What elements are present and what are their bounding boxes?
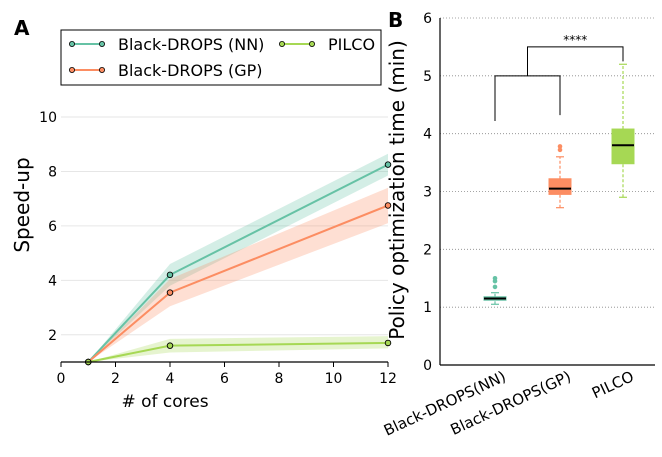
y-tick-label: 5 (423, 69, 432, 85)
legend-marker (69, 67, 76, 74)
outlier-point (557, 147, 563, 153)
y-tick-label: 4 (423, 127, 432, 143)
y-tick-label: 0 (423, 358, 432, 374)
policy-time-chart: 0123456****Black-DROPS(NN)Black-DROPS(GP… (381, 11, 655, 440)
x-tick-label: 0 (57, 371, 66, 387)
x-tick-label: 12 (379, 371, 397, 387)
x-tick-label: PILCO (589, 367, 637, 402)
y-tick-label: 6 (423, 11, 432, 27)
y-tick-label: 10 (39, 110, 57, 126)
legend-marker (308, 41, 315, 48)
data-point (166, 271, 174, 279)
legend: Black-DROPS (NN) Black-DROPS (GP) PILCO (60, 29, 382, 86)
legend-marker (69, 41, 76, 48)
box (548, 178, 572, 195)
confidence-band (88, 187, 388, 362)
y-tick-label: 2 (48, 328, 57, 344)
data-point (384, 161, 392, 168)
significance-label: **** (563, 33, 587, 47)
outlier-point (492, 284, 498, 290)
bracket-lower (494, 75, 561, 121)
box (611, 128, 635, 165)
x-tick-label: 8 (275, 371, 284, 387)
y-tick-label: 6 (48, 219, 57, 235)
panel-label-a: A (14, 16, 30, 40)
legend-marker (278, 41, 285, 48)
legend-marker (99, 67, 106, 74)
y-tick-label: 2 (423, 242, 432, 258)
y-tick-label: 4 (48, 273, 57, 289)
legend-label: Black-DROPS (GP) (118, 61, 263, 80)
legend-label: PILCO (328, 35, 375, 54)
legend-label: Black-DROPS (NN) (118, 35, 264, 54)
x-axis-label: # of cores (121, 392, 208, 412)
x-tick-label: 10 (325, 371, 343, 387)
data-point (166, 289, 174, 296)
x-tick-label: 2 (111, 371, 120, 387)
legend-marker (99, 41, 106, 48)
speedup-chart: 0 2 4 6 8 10 12 2 4 6 8 10 # of cores Speed-up (10, 110, 397, 412)
x-tick-label: 4 (166, 371, 175, 387)
confidence-band (88, 153, 388, 362)
outlier-point (557, 144, 563, 149)
legend-frame (60, 29, 382, 86)
panel-label-b: B (388, 8, 403, 32)
y-tick-label: 1 (423, 300, 432, 316)
data-point (166, 342, 174, 349)
y-tick-label: 8 (48, 164, 57, 180)
outlier-point (492, 275, 498, 281)
data-point (384, 202, 392, 209)
y-axis-label: Speed-up (10, 157, 34, 252)
data-point (384, 339, 392, 347)
confidence-band (88, 336, 388, 362)
y-tick-label: 3 (423, 185, 432, 201)
bracket-upper (527, 46, 624, 76)
y-axis-label: Policy optimization time (min) (385, 40, 409, 340)
x-tick-label: 6 (220, 371, 229, 387)
